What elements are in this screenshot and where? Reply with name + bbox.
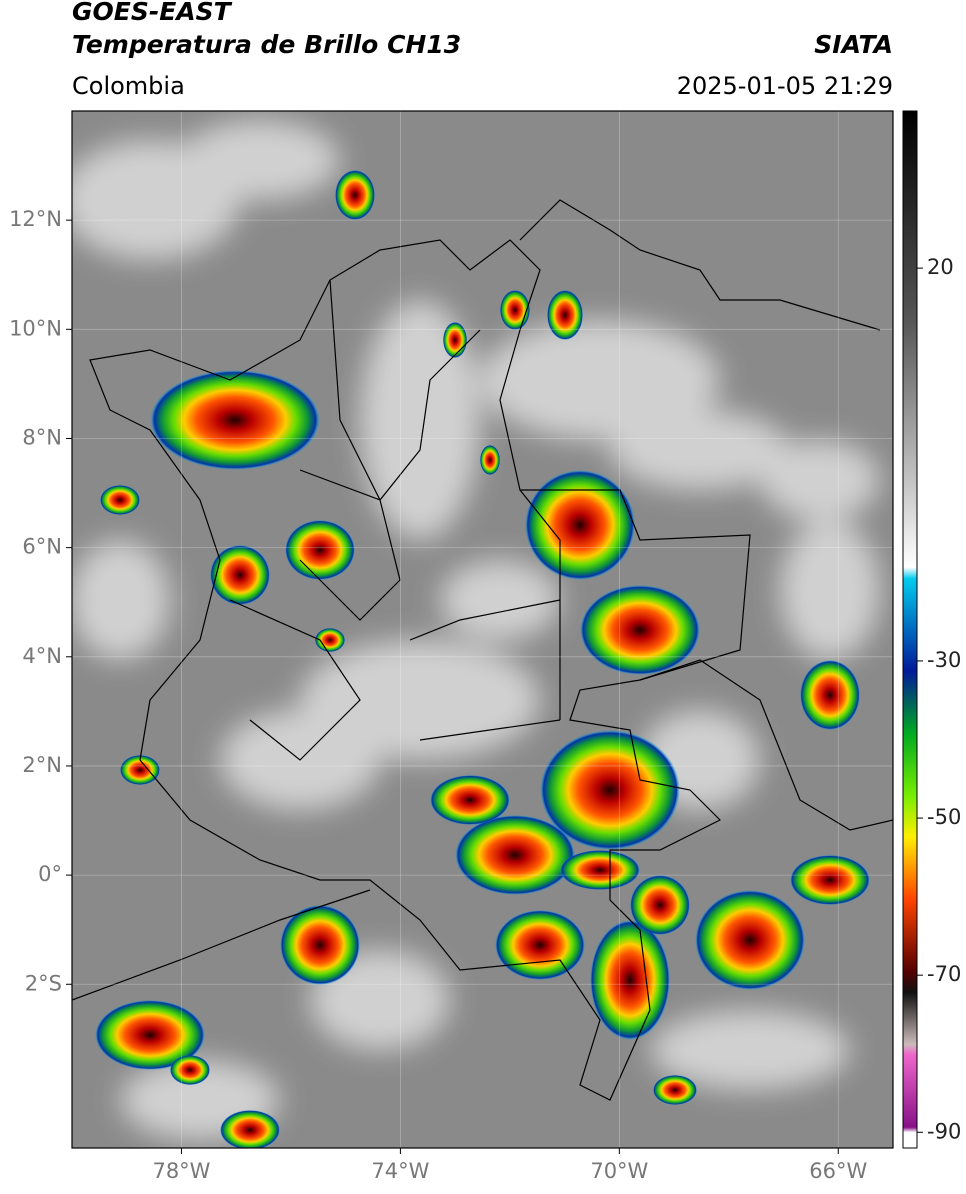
map-frame [71, 110, 894, 1149]
convective-cell [500, 290, 530, 330]
convective-cell [790, 855, 870, 905]
convective-cell [150, 370, 320, 470]
convective-cell [480, 445, 500, 475]
convective-cell [170, 1055, 210, 1085]
colorbar-tick-label: 20 [927, 255, 954, 279]
convective-cell [120, 755, 160, 785]
lon-tick-label: 66°W [809, 1159, 867, 1183]
lat-tick-label: 10°N [9, 316, 62, 340]
convective-cell [443, 322, 467, 358]
convective-cell [525, 470, 635, 580]
colorbar-tick-label: -70 [927, 962, 961, 986]
lon-tick-label: 78°W [152, 1159, 210, 1183]
colorbar-tick-label: -30 [927, 648, 961, 672]
convective-cell [95, 1000, 205, 1070]
cloud [610, 410, 790, 490]
lat-tick-label: 6°N [22, 535, 62, 559]
cloud [780, 520, 880, 660]
lon-tick-label: 70°W [590, 1159, 648, 1183]
cloud [480, 320, 720, 440]
lat-tick-label: 8°N [22, 425, 62, 449]
region: Colombia [72, 72, 185, 100]
lon-tick-label: 74°W [371, 1159, 429, 1183]
convective-cell [540, 730, 680, 850]
convective-cell [630, 875, 690, 935]
convective-cell [695, 890, 805, 990]
lat-tick-label: 2°S [25, 971, 62, 995]
convective-cell [455, 815, 575, 895]
convective-cell [430, 775, 510, 825]
convective-cell [220, 1110, 280, 1148]
cloud [440, 560, 560, 640]
convective-cell [590, 920, 670, 1040]
convective-cell [335, 170, 375, 220]
cloud [180, 120, 340, 200]
convective-cell [560, 850, 640, 890]
lat-tick-label: 4°N [22, 644, 62, 668]
subtitle: Temperatura de Brillo CH13 [72, 30, 461, 59]
colorbar-tick-label: -50 [927, 805, 961, 829]
datetime: 2025-01-05 21:29 [677, 72, 893, 100]
cloud [650, 1010, 850, 1090]
cloud [72, 540, 170, 660]
convective-cell [800, 660, 860, 730]
title: GOES-EAST [72, 0, 233, 26]
lat-tick-label: 2°N [22, 753, 62, 777]
cloud [760, 440, 880, 520]
map-imagery [72, 111, 893, 1148]
convective-cell [285, 520, 355, 580]
convective-cell [653, 1075, 697, 1105]
colorbar-tick-label: -90 [927, 1119, 961, 1143]
convective-cell [580, 585, 700, 675]
convective-cell [100, 485, 140, 515]
colorbar [902, 110, 918, 1149]
convective-cell [495, 910, 585, 980]
convective-cell [547, 290, 583, 340]
convective-cell [210, 545, 270, 605]
lat-tick-label: 12°N [9, 207, 62, 231]
lat-tick-label: 0° [38, 862, 62, 886]
convective-cell [280, 905, 360, 985]
source: SIATA [814, 30, 893, 59]
convective-cell [315, 628, 345, 652]
